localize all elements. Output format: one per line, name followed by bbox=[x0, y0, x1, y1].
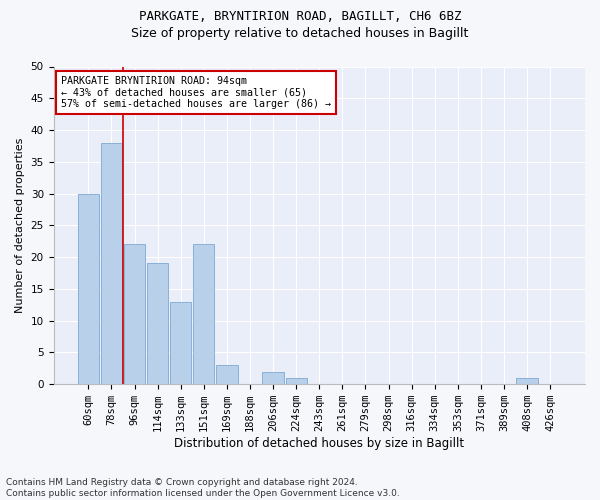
Bar bbox=[286, 378, 307, 384]
Bar bbox=[170, 302, 191, 384]
Text: PARKGATE BRYNTIRION ROAD: 94sqm
← 43% of detached houses are smaller (65)
57% of: PARKGATE BRYNTIRION ROAD: 94sqm ← 43% of… bbox=[61, 76, 331, 109]
Text: Contains HM Land Registry data © Crown copyright and database right 2024.
Contai: Contains HM Land Registry data © Crown c… bbox=[6, 478, 400, 498]
Bar bbox=[262, 372, 284, 384]
Bar bbox=[517, 378, 538, 384]
Bar bbox=[101, 143, 122, 384]
Bar bbox=[147, 264, 168, 384]
Bar bbox=[193, 244, 214, 384]
Y-axis label: Number of detached properties: Number of detached properties bbox=[15, 138, 25, 313]
Text: PARKGATE, BRYNTIRION ROAD, BAGILLT, CH6 6BZ: PARKGATE, BRYNTIRION ROAD, BAGILLT, CH6 … bbox=[139, 10, 461, 23]
Bar bbox=[216, 365, 238, 384]
Bar bbox=[124, 244, 145, 384]
Text: Size of property relative to detached houses in Bagillt: Size of property relative to detached ho… bbox=[131, 28, 469, 40]
Bar bbox=[77, 194, 99, 384]
X-axis label: Distribution of detached houses by size in Bagillt: Distribution of detached houses by size … bbox=[174, 437, 464, 450]
